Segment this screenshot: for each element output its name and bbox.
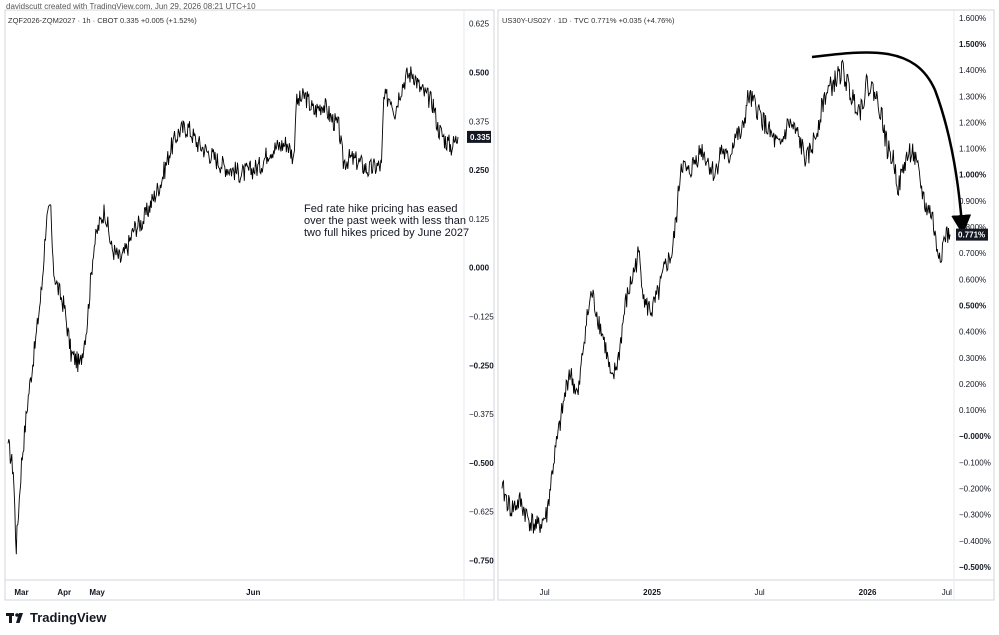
y-tick-label: 0.500% — [959, 301, 986, 310]
y-tick-label: −0.300% — [959, 511, 991, 520]
y-tick-label: 0.900% — [959, 197, 986, 206]
x-tick-label: Apr — [57, 588, 71, 597]
y-tick-label: −0.000% — [959, 432, 991, 441]
y-tick-label: 0.400% — [959, 328, 986, 337]
tradingview-footer: TradingView — [6, 610, 106, 625]
y-tick-label: 0.200% — [959, 380, 986, 389]
y-tick-label: −0.750 — [469, 556, 494, 565]
y-tick-label: 0.100% — [959, 406, 986, 415]
tradingview-brand: TradingView — [30, 610, 107, 625]
chart-credit: davidscutt created with TradingView.com,… — [6, 2, 256, 11]
y-tick-label: 1.200% — [959, 118, 986, 127]
x-tick-label: Jul — [942, 588, 952, 597]
y-tick-label: 1.400% — [959, 66, 986, 75]
y-tick-label: 1.600% — [959, 14, 986, 23]
x-tick-label: 2025 — [643, 588, 661, 597]
y-tick-label: −0.250 — [469, 361, 494, 370]
y-tick-label: 1.000% — [959, 171, 986, 180]
right-chart-legend: US30Y-US02Y · 1D · TVC 0.771% +0.035 (+4… — [502, 16, 675, 25]
right-series-line — [501, 59, 951, 534]
x-tick-label: 2026 — [859, 588, 877, 597]
left-last-value-label: 0.335 — [470, 133, 491, 142]
left-time-axis: Mar Apr May Jun — [14, 588, 260, 597]
trend-arrow — [811, 51, 972, 235]
y-tick-label: 0.000 — [469, 264, 490, 273]
right-last-value-label: 0.771% — [958, 231, 985, 240]
y-tick-label: 0.800% — [959, 223, 986, 232]
y-tick-label: 1.500% — [959, 40, 986, 49]
left-last-value-tag: 0.335 — [467, 130, 491, 143]
y-tick-label: 0.250 — [469, 166, 490, 175]
y-tick-label: −0.100% — [959, 458, 991, 467]
x-tick-label: Jul — [754, 588, 764, 597]
left-chart-frame — [4, 9, 495, 601]
y-tick-label: 1.100% — [959, 145, 986, 154]
annotation-line-1: Fed rate hike pricing has eased — [304, 203, 457, 215]
y-tick-label: −0.500% — [959, 563, 991, 572]
y-tick-label: 0.600% — [959, 275, 986, 284]
annotation-line-2: over the past week with less than — [304, 215, 466, 227]
y-tick-label: −0.500 — [469, 459, 494, 468]
right-chart-frame — [497, 9, 995, 601]
left-series-line — [7, 66, 459, 555]
y-tick-label: −0.625 — [469, 508, 494, 517]
x-tick-label: Mar — [14, 588, 28, 597]
y-tick-label: −0.375 — [469, 410, 494, 419]
right-time-axis: Jul 2025 Jul 2026 Jul — [539, 588, 952, 597]
y-tick-label: 0.375 — [469, 117, 490, 126]
annotation-line-3: two full hikes priced by June 2027 — [304, 227, 469, 239]
x-tick-label: Jun — [246, 588, 260, 597]
x-tick-label: Jul — [539, 588, 549, 597]
left-annotation: Fed rate hike pricing has eased over the… — [304, 203, 469, 239]
y-tick-label: 0.625 — [469, 20, 490, 29]
y-tick-label: −0.200% — [959, 484, 991, 493]
y-tick-label: −0.400% — [959, 537, 991, 546]
left-chart-legend: ZQF2026-ZQM2027 · 1h · CBOT 0.335 +0.005… — [8, 16, 197, 25]
y-tick-label: 0.125 — [469, 215, 490, 224]
y-tick-label: −0.125 — [469, 312, 494, 321]
right-price-axis: 1.600% 1.500% 1.400% 1.300% 1.200% 1.100% 1.00… — [959, 14, 991, 572]
y-tick-label: 0.300% — [959, 354, 986, 363]
left-price-axis: 0.625 0.500 0.375 0.250 0.125 0.000 −0.125 −0.2… — [469, 20, 494, 566]
tradingview-logo-icon — [6, 612, 23, 623]
y-tick-label: 1.300% — [959, 92, 986, 101]
y-tick-label: 0.500 — [469, 68, 490, 77]
y-tick-label: 0.700% — [959, 249, 986, 258]
right-last-value-tag: 0.771% — [956, 228, 988, 241]
x-tick-label: May — [89, 588, 105, 597]
